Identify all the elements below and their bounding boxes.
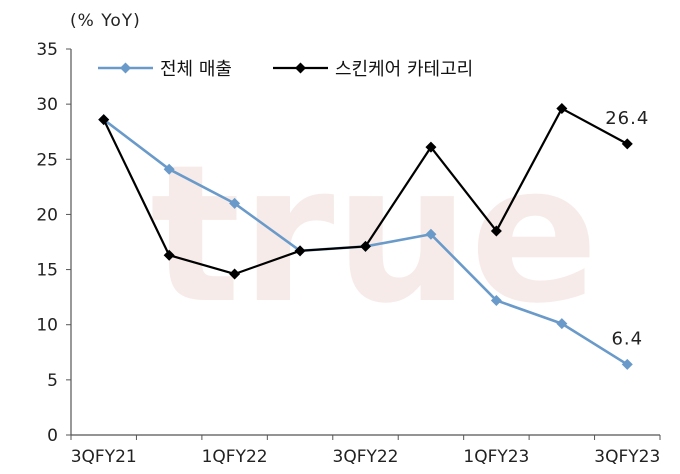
y-tick-label: 25 xyxy=(36,150,58,170)
y-tick-label: 20 xyxy=(36,205,58,225)
data-label: 6.4 xyxy=(611,328,643,349)
data-point xyxy=(98,114,110,126)
x-tick-label: 3QFY21 xyxy=(71,447,137,467)
series-layer xyxy=(98,103,633,370)
x-tick-label: 1QFY22 xyxy=(202,447,268,467)
x-tick-label: 3QFY22 xyxy=(333,447,399,467)
legend-item-0: 전체 매출 xyxy=(98,59,232,80)
data-point xyxy=(294,245,306,257)
legend-label: 스킨케어 카테고리 xyxy=(335,59,473,80)
data-point xyxy=(556,318,568,330)
y-tick-label: 35 xyxy=(36,40,58,60)
legend-swatch-marker xyxy=(120,62,131,74)
legend-label: 전체 매출 xyxy=(160,59,232,80)
y-tick-label: 15 xyxy=(36,261,58,281)
x-tick-label: 1QFY23 xyxy=(463,447,529,467)
data-point xyxy=(425,228,437,240)
data-point xyxy=(556,103,568,115)
legend-item-1: 스킨케어 카테고리 xyxy=(273,59,473,80)
data-point xyxy=(621,138,633,150)
data-point xyxy=(163,249,175,261)
data-labels: 6.4 26.4 xyxy=(605,108,649,350)
y-tick-label: 30 xyxy=(36,95,58,115)
y-tick-label: 0 xyxy=(47,426,58,446)
y-tick-label: 10 xyxy=(36,316,58,336)
y-unit-label: (% YoY) xyxy=(70,11,141,31)
data-point xyxy=(163,163,175,175)
data-point xyxy=(425,141,437,153)
series-1 xyxy=(98,103,633,280)
legend: 전체 매출 스킨케어 카테고리 xyxy=(98,59,473,80)
x-tick-label: 3QFY23 xyxy=(594,447,660,467)
axes: 0 5 10 15 20 25 30 35 3QFY21 1QFY22 3QFY22 1QFY23 3Q… xyxy=(36,40,661,467)
data-point xyxy=(360,240,371,252)
data-point xyxy=(621,358,633,370)
legend-swatch-marker xyxy=(295,62,306,74)
data-point xyxy=(490,294,502,306)
data-point xyxy=(490,225,502,237)
y-tick-label: 5 xyxy=(47,371,58,391)
data-point xyxy=(229,268,241,280)
data-point xyxy=(229,197,241,209)
data-label: 26.4 xyxy=(605,108,649,129)
